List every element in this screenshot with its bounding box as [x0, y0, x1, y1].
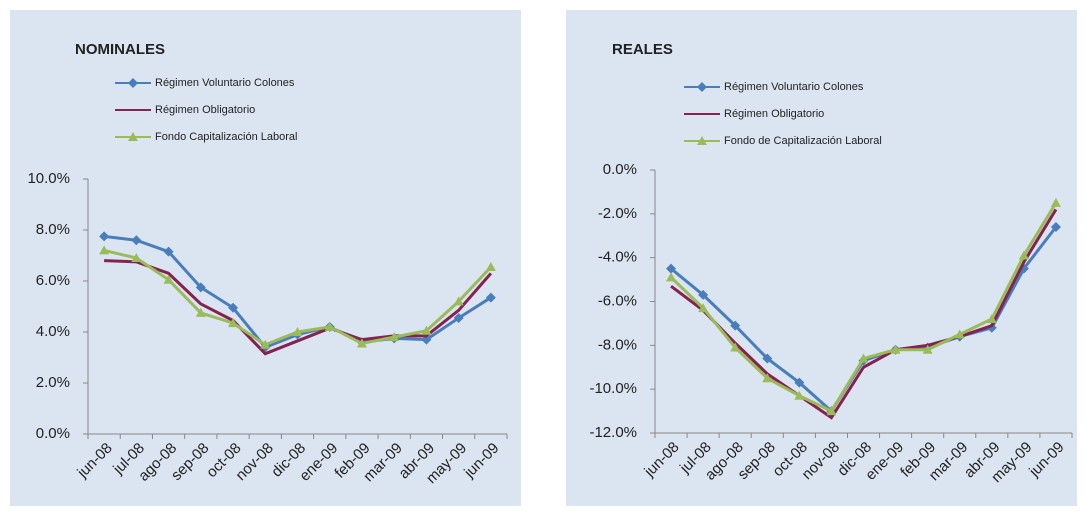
marker	[762, 373, 773, 383]
marker	[195, 282, 206, 293]
marker	[228, 302, 239, 313]
marker	[762, 353, 773, 364]
marker	[356, 338, 367, 348]
marker	[324, 321, 335, 331]
marker	[128, 132, 138, 141]
legend-label: Fondo de Capitalización Laboral	[724, 135, 882, 147]
marker	[228, 318, 239, 328]
marker	[730, 320, 741, 331]
y-tick-label: 10.0%	[27, 170, 70, 187]
marker	[826, 406, 837, 416]
marker	[922, 344, 933, 354]
y-tick-label: 2.0%	[36, 374, 70, 391]
marker	[99, 245, 110, 255]
marker	[195, 307, 206, 317]
marker	[794, 377, 805, 388]
marker	[1050, 221, 1061, 232]
marker	[99, 231, 110, 242]
legend-label: Régimen Voluntario Colones	[724, 81, 864, 93]
marker	[485, 292, 496, 303]
y-tick-label: -12.0%	[589, 424, 637, 441]
y-tick-label: -8.0%	[598, 336, 637, 353]
marker	[697, 136, 707, 145]
marker	[453, 296, 464, 306]
legend-label: Régimen Voluntario Colones	[155, 77, 295, 89]
marker	[1050, 197, 1061, 207]
marker	[858, 353, 869, 363]
panel	[10, 10, 521, 506]
marker	[131, 235, 142, 246]
y-tick-label: -6.0%	[598, 292, 637, 309]
marker	[794, 390, 805, 400]
y-tick-label: 0.0%	[36, 425, 70, 442]
marker	[292, 327, 303, 336]
marker	[163, 246, 174, 257]
marker	[666, 263, 677, 274]
marker	[986, 314, 997, 324]
y-tick-label: -10.0%	[589, 380, 637, 397]
legend-label: Régimen Obligatorio	[155, 104, 255, 116]
legend-label: Fondo Capitalización Laboral	[155, 131, 297, 143]
marker	[485, 261, 496, 271]
marker	[697, 82, 707, 92]
chart-title: NOMINALES	[75, 41, 165, 58]
marker	[421, 325, 432, 335]
marker	[1018, 250, 1029, 260]
marker	[389, 332, 400, 342]
marker	[890, 344, 901, 354]
marker	[698, 289, 709, 300]
series-line	[104, 259, 493, 356]
chart-title: REALES	[612, 41, 673, 58]
y-tick-label: 0.0%	[603, 161, 637, 178]
y-tick-label: 6.0%	[36, 272, 70, 289]
y-tick-label: -2.0%	[598, 205, 637, 222]
marker	[131, 253, 142, 263]
y-tick-label: -4.0%	[598, 249, 637, 266]
marker	[128, 78, 138, 88]
marker	[698, 303, 709, 313]
marker	[954, 329, 965, 339]
marker	[730, 342, 741, 352]
marker	[260, 339, 271, 349]
marker	[666, 272, 677, 282]
legend-label: Régimen Obligatorio	[724, 108, 824, 120]
y-tick-label: 8.0%	[36, 221, 70, 238]
y-tick-label: 4.0%	[36, 323, 70, 340]
marker	[453, 312, 464, 323]
marker	[163, 274, 174, 284]
